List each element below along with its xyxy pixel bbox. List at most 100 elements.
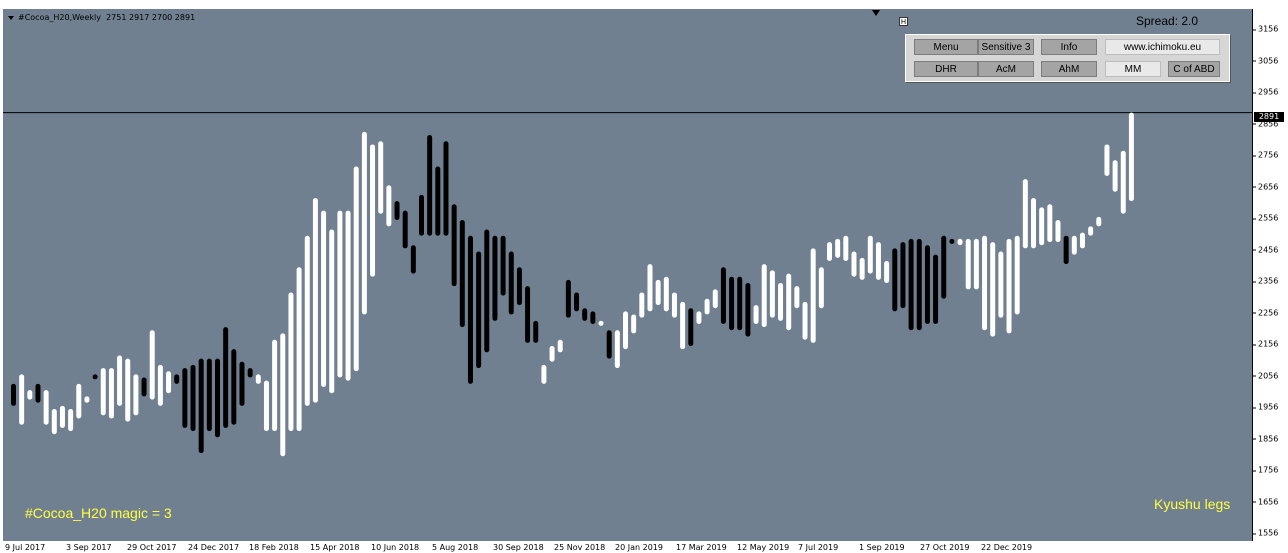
up-leg-bar <box>296 267 302 432</box>
info-button[interactable]: Info <box>1041 39 1097 55</box>
c-of-abd-button[interactable]: C of ABD <box>1168 61 1220 77</box>
down-leg-bar <box>590 311 596 324</box>
menu-button[interactable]: Menu <box>914 39 978 55</box>
down-leg-bar <box>565 279 571 318</box>
date-tick-label: 15 Apr 2018 <box>310 543 360 552</box>
up-leg-bar <box>117 355 123 406</box>
price-tick-label: 2856 <box>1252 119 1279 129</box>
up-leg-bar <box>1079 232 1085 249</box>
website-button[interactable]: www.ichimoku.eu <box>1105 39 1220 55</box>
up-leg-bar <box>1120 150 1126 214</box>
up-leg-bar <box>378 141 384 214</box>
date-tick-label: 5 Aug 2018 <box>432 543 479 552</box>
up-leg-bar <box>998 251 1004 318</box>
up-leg-bar <box>794 286 800 309</box>
up-leg-bar <box>541 364 547 384</box>
up-leg-bar <box>43 390 49 425</box>
down-leg-bar <box>737 276 743 331</box>
down-leg-bar <box>247 368 253 378</box>
down-leg-bar <box>215 358 220 438</box>
up-leg-bar <box>255 374 261 384</box>
up-leg-bar <box>712 289 718 309</box>
up-leg-bar <box>859 257 865 280</box>
up-leg-bar <box>851 251 857 277</box>
down-leg-bar <box>941 235 947 299</box>
chart-shift-marker-icon[interactable] <box>872 10 880 16</box>
up-leg-bar <box>973 238 979 290</box>
up-leg-bar <box>867 235 873 274</box>
up-leg-bar <box>835 238 841 258</box>
price-scale[interactable]: 3156 3056 2956 2856 2756 2656 2556 2456 2356 2256… <box>1252 9 1288 541</box>
up-leg-bar <box>769 270 775 318</box>
up-leg-bar <box>1112 160 1118 192</box>
up-leg-bar <box>386 185 392 227</box>
up-leg-bar <box>965 238 971 290</box>
down-leg-bar <box>402 210 408 249</box>
down-leg-bar <box>933 254 939 324</box>
up-leg-bar <box>982 235 988 331</box>
price-tick-label: 2556 <box>1252 213 1279 223</box>
up-leg-bar <box>614 330 620 369</box>
down-leg-bar <box>190 364 196 432</box>
up-leg-bar <box>778 283 784 321</box>
date-tick-label: 25 Nov 2018 <box>554 543 606 552</box>
up-leg-bar <box>337 210 343 378</box>
down-leg-bar <box>443 141 449 236</box>
caret-down-icon[interactable] <box>8 15 14 20</box>
plot-area[interactable] <box>3 9 1252 541</box>
up-leg-bar <box>108 368 114 419</box>
date-tick-label: 12 May 2019 <box>737 543 790 552</box>
down-leg-bar <box>908 238 914 331</box>
down-leg-bar <box>606 330 612 359</box>
mm-button[interactable]: MM <box>1105 61 1161 77</box>
price-tick-label: 1556 <box>1252 528 1279 538</box>
dhr-button[interactable]: DHR <box>914 61 978 77</box>
down-leg-bar <box>525 286 531 343</box>
up-leg-bar <box>671 292 677 318</box>
up-leg-bar <box>843 235 849 261</box>
up-leg-bar <box>1031 197 1036 249</box>
down-leg-bar <box>435 166 441 236</box>
up-leg-bar <box>84 396 90 403</box>
acm-button[interactable]: AcM <box>978 61 1034 77</box>
up-leg-bar <box>1047 204 1053 243</box>
price-tick-label: 3156 <box>1252 24 1279 34</box>
indicator-panel: Menu Sensitive 3 Info www.ichimoku.eu DH… <box>905 34 1230 82</box>
time-axis[interactable]: 9 Jul 2017 3 Sep 2017 29 Oct 2017 24 Dec 20… <box>3 541 1252 553</box>
up-leg-bar <box>1006 238 1012 334</box>
spread-label: Spread: 2.0 <box>1136 14 1199 28</box>
down-leg-bar <box>476 251 482 369</box>
up-leg-bar <box>549 346 555 362</box>
hide-panel-toggle[interactable]: H <box>899 17 908 26</box>
up-leg-bar <box>818 267 824 309</box>
up-leg-bar <box>125 358 131 422</box>
date-tick-label: 22 Dec 2019 <box>981 543 1033 552</box>
down-leg-bar <box>410 245 416 274</box>
up-leg-bar <box>761 264 767 328</box>
up-leg-bar <box>990 242 996 337</box>
down-leg-bar <box>1063 235 1069 265</box>
price-tick-label: 3056 <box>1252 56 1279 66</box>
date-tick-label: 30 Sep 2018 <box>493 543 544 552</box>
down-leg-bar <box>394 201 400 221</box>
up-leg-bar <box>957 238 963 246</box>
up-leg-bar <box>51 409 57 435</box>
down-leg-bar <box>198 358 204 454</box>
price-tick-label: 2956 <box>1252 87 1279 97</box>
sensitive-button[interactable]: Sensitive 3 <box>978 39 1034 55</box>
down-leg-bar <box>574 292 580 312</box>
price-tick-label: 2256 <box>1252 308 1279 318</box>
up-leg-bar <box>557 339 563 353</box>
ahm-button[interactable]: AhM <box>1041 61 1097 77</box>
down-leg-bar <box>533 320 539 343</box>
up-leg-bar <box>1022 179 1028 249</box>
up-leg-bar <box>304 235 310 406</box>
price-tick-label: 2756 <box>1252 150 1279 160</box>
up-leg-bar <box>263 380 269 432</box>
up-leg-bar <box>1128 112 1134 202</box>
down-leg-bar <box>419 194 424 236</box>
up-leg-bar <box>68 409 74 432</box>
down-leg-bar <box>582 308 588 321</box>
price-tick-label: 1756 <box>1252 465 1279 475</box>
